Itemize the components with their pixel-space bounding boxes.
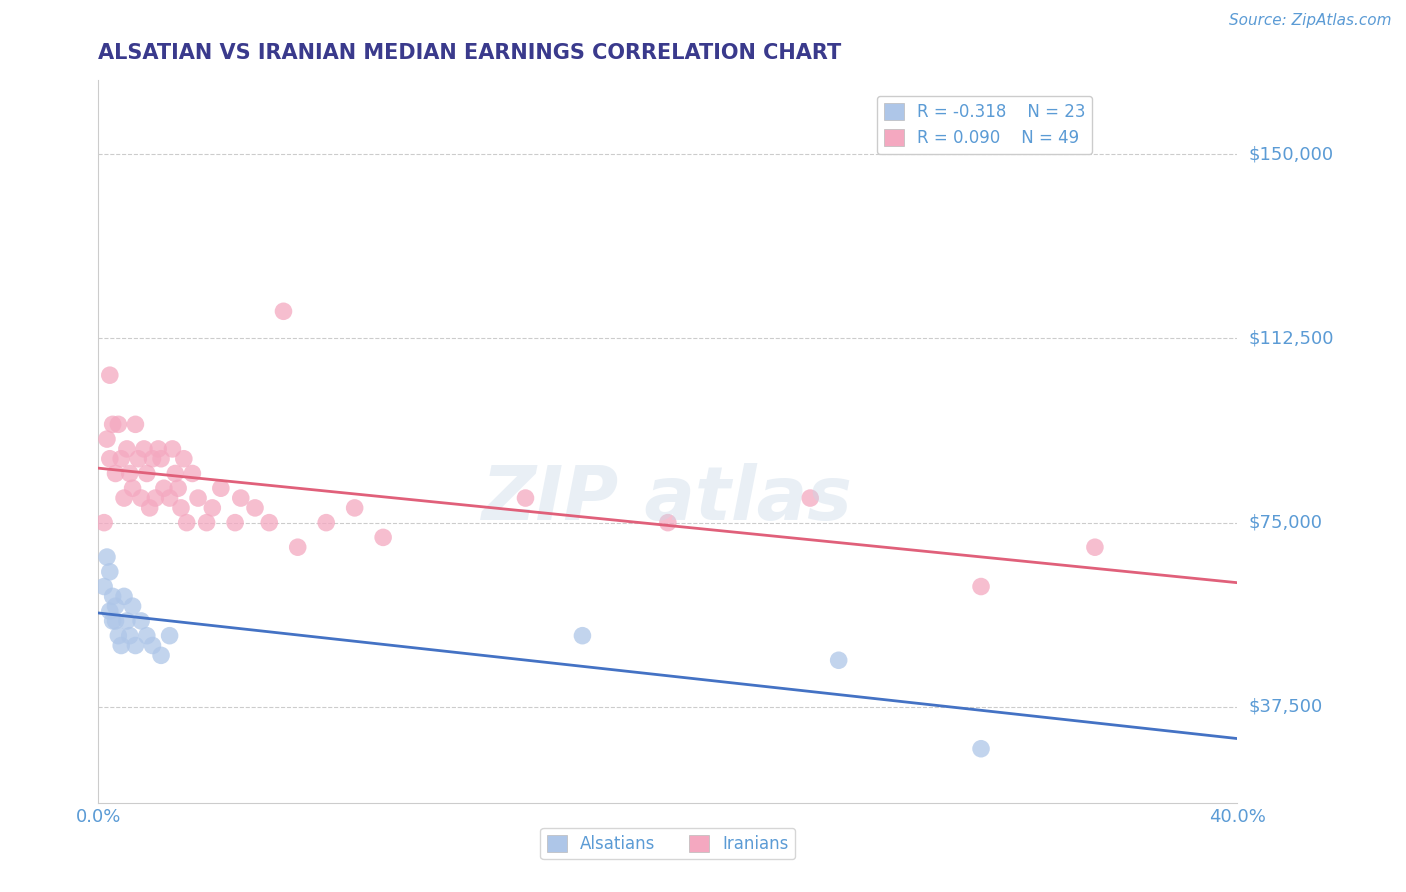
Point — [150, 451, 173, 466]
Point — [124, 639, 146, 653]
Point — [145, 491, 167, 505]
Point — [970, 741, 993, 756]
Point — [93, 580, 115, 594]
Point — [132, 442, 155, 456]
Point — [315, 516, 337, 530]
Point — [162, 442, 184, 456]
Point — [1084, 540, 1107, 554]
Point — [101, 417, 124, 432]
Point — [170, 500, 193, 515]
Point — [209, 481, 232, 495]
Point — [141, 451, 163, 466]
Text: $150,000: $150,000 — [1249, 145, 1333, 163]
Point — [121, 481, 143, 495]
Point — [167, 481, 190, 495]
Point — [101, 614, 124, 628]
Point — [159, 629, 181, 643]
Point — [98, 565, 121, 579]
Point — [195, 516, 218, 530]
Point — [141, 639, 163, 653]
Point — [515, 491, 537, 505]
Legend: Alsatians, Iranians: Alsatians, Iranians — [540, 828, 796, 860]
Point — [828, 653, 851, 667]
Point — [107, 417, 129, 432]
Point — [135, 467, 157, 481]
Text: $75,000: $75,000 — [1249, 514, 1323, 532]
Point — [159, 491, 181, 505]
Text: ALSATIAN VS IRANIAN MEDIAN EARNINGS CORRELATION CHART: ALSATIAN VS IRANIAN MEDIAN EARNINGS CORR… — [98, 44, 842, 63]
Point — [970, 580, 993, 594]
Point — [104, 614, 127, 628]
Point — [176, 516, 198, 530]
Point — [98, 368, 121, 383]
Point — [129, 491, 152, 505]
Point — [273, 304, 295, 318]
Point — [173, 451, 195, 466]
Point — [115, 442, 138, 456]
Point — [101, 590, 124, 604]
Point — [112, 590, 135, 604]
Point — [153, 481, 176, 495]
Point — [96, 432, 118, 446]
Point — [165, 467, 187, 481]
Point — [150, 648, 173, 663]
Point — [181, 467, 204, 481]
Point — [118, 629, 141, 643]
Text: $37,500: $37,500 — [1249, 698, 1323, 716]
Point — [138, 500, 160, 515]
Point — [124, 417, 146, 432]
Point — [148, 442, 170, 456]
Point — [129, 614, 152, 628]
Point — [96, 549, 118, 564]
Point — [112, 491, 135, 505]
Point — [135, 629, 157, 643]
Point — [107, 629, 129, 643]
Point — [127, 451, 149, 466]
Point — [104, 599, 127, 614]
Point — [571, 629, 593, 643]
Point — [657, 516, 679, 530]
Point — [799, 491, 821, 505]
Text: Source: ZipAtlas.com: Source: ZipAtlas.com — [1229, 13, 1392, 29]
Point — [287, 540, 309, 554]
Point — [121, 599, 143, 614]
Point — [98, 604, 121, 618]
Text: $112,500: $112,500 — [1249, 329, 1334, 347]
Point — [93, 516, 115, 530]
Point — [201, 500, 224, 515]
Point — [229, 491, 252, 505]
Point — [343, 500, 366, 515]
Point — [187, 491, 209, 505]
Point — [110, 451, 132, 466]
Point — [243, 500, 266, 515]
Text: ZIP atlas: ZIP atlas — [482, 463, 853, 536]
Point — [110, 639, 132, 653]
Point — [115, 614, 138, 628]
Point — [373, 530, 395, 544]
Point — [224, 516, 246, 530]
Point — [104, 467, 127, 481]
Point — [118, 467, 141, 481]
Point — [98, 451, 121, 466]
Point — [259, 516, 281, 530]
